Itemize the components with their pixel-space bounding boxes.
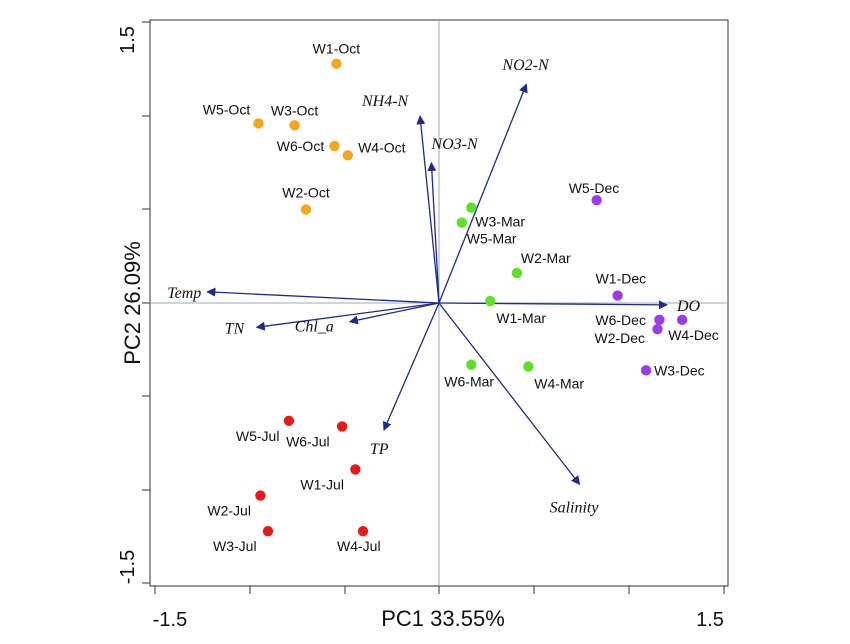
sample-points: W1-Oct W5-Oct W3-Oct W6-Oct W4-Oct W2-Oct W3-M…	[203, 41, 719, 555]
point-w2-mar	[511, 267, 523, 279]
point-w4-mar	[523, 361, 534, 372]
point-w4-jul	[357, 525, 369, 537]
vector-temp	[206, 287, 440, 304]
vector-label-no2-n: NO2-N	[501, 57, 550, 74]
point-w2-oct	[300, 204, 312, 215]
point-label-w2-mar: W2-Mar	[521, 250, 571, 266]
point-w5-jul	[283, 415, 295, 427]
point-w1-jul	[350, 464, 361, 475]
point-label-w2-dec: W2-Dec	[595, 330, 646, 346]
vector-chl-a	[348, 302, 440, 325]
point-label-w3-oct: W3-Oct	[271, 102, 319, 118]
point-label-w3-dec: W3-Dec	[654, 362, 705, 378]
vector-label-do: DO	[676, 298, 701, 315]
point-label-w1-mar: W1-Mar	[496, 310, 546, 326]
point-label-w5-dec: W5-Dec	[569, 180, 620, 196]
point-label-w4-oct: W4-Oct	[358, 139, 406, 155]
vector-no3-n	[427, 161, 440, 304]
y-axis-title: PC2 26.09%	[120, 241, 145, 365]
vector-do	[438, 300, 668, 310]
vector-label-no3-n: NO3-N	[430, 136, 479, 153]
point-w1-dec	[612, 290, 623, 301]
point-w3-dec	[640, 365, 652, 376]
point-label-w5-mar: W5-Mar	[467, 231, 517, 247]
point-label-w1-oct: W1-Oct	[313, 41, 361, 57]
point-w5-dec	[591, 194, 602, 206]
point-label-w2-jul: W2-Jul	[207, 503, 251, 519]
x-tick-label-right: 1.5	[696, 609, 724, 631]
point-w6-jul	[336, 421, 348, 432]
point-w1-mar	[485, 295, 496, 307]
point-label-w4-jul: W4-Jul	[337, 538, 381, 554]
vector-nh4-n	[416, 115, 440, 304]
x-tick-label-left: -1.5	[153, 609, 187, 631]
point-label-w6-jul: W6-Jul	[286, 433, 330, 449]
point-label-w4-dec: W4-Dec	[668, 327, 719, 343]
vector-label-salinity: Salinity	[550, 499, 600, 516]
point-label-w2-oct: W2-Oct	[282, 185, 330, 201]
x-axis-title: PC1 33.55%	[381, 606, 505, 631]
vector-label-nh4-n: NH4-N	[361, 93, 410, 110]
point-label-w5-oct: W5-Oct	[203, 101, 251, 117]
point-w2-jul	[255, 490, 266, 501]
point-w4-dec	[677, 314, 688, 326]
point-label-w6-dec: W6-Dec	[595, 312, 646, 328]
vector-label-tn: TN	[225, 320, 246, 337]
point-w3-oct	[289, 120, 300, 131]
point-label-w6-mar: W6-Mar	[444, 374, 494, 390]
loading-vectors: NO2-N NH4-N NO3-N Temp TN Chl_a TP DO Salinity	[167, 57, 700, 516]
y-tick-label-top: 1.5	[117, 26, 139, 54]
point-label-w6-oct: W6-Oct	[277, 138, 325, 154]
vector-label-chl-a: Chl_a	[295, 319, 334, 336]
point-w6-oct	[329, 140, 340, 152]
point-w3-mar	[466, 202, 477, 213]
vector-no2-n	[438, 83, 528, 304]
point-label-w3-jul: W3-Jul	[213, 538, 257, 554]
point-w6-dec	[654, 314, 665, 326]
vector-label-tp: TP	[370, 441, 389, 458]
point-label-w4-mar: W4-Mar	[534, 376, 584, 392]
point-label-w3-mar: W3-Mar	[475, 214, 525, 230]
vector-tn	[255, 302, 440, 331]
point-w3-jul	[262, 525, 274, 537]
point-w2-dec	[652, 323, 663, 335]
point-w6-mar	[466, 359, 477, 370]
vector-salinity	[438, 302, 581, 486]
point-label-w1-dec: W1-Dec	[596, 271, 647, 287]
y-tick-label-bottom: -1.5	[117, 550, 139, 584]
point-w5-oct	[253, 118, 264, 129]
point-w1-oct	[331, 58, 342, 69]
point-label-w5-jul: W5-Jul	[236, 428, 280, 444]
point-w4-oct	[342, 150, 353, 161]
vector-label-temp: Temp	[167, 285, 201, 302]
point-w5-mar	[456, 217, 467, 228]
point-label-w1-jul: W1-Jul	[300, 476, 344, 492]
vector-tp	[382, 302, 440, 431]
